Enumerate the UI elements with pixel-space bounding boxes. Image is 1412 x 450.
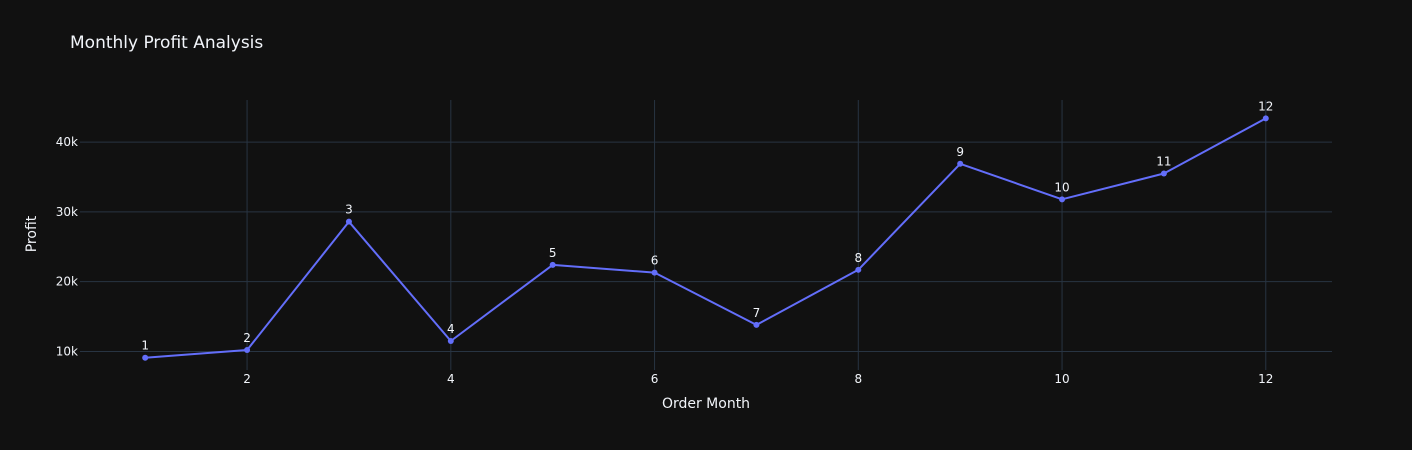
y-gridlines	[80, 141, 1332, 352]
data-point	[345, 218, 352, 225]
data-label: 2	[243, 331, 251, 345]
data-label: 12	[1258, 99, 1273, 113]
chart-title: Monthly Profit Analysis	[70, 33, 264, 53]
x-gridlines	[246, 100, 1267, 370]
data-point	[855, 266, 862, 273]
x-tick-label: 4	[447, 372, 455, 386]
data-point	[753, 321, 760, 328]
data-point	[1059, 196, 1066, 203]
data-point	[142, 354, 149, 361]
series-line	[145, 117, 1267, 359]
data-label: 5	[549, 246, 557, 260]
x-tick-label: 10	[1054, 372, 1069, 386]
data-point	[244, 347, 251, 354]
data-label: 8	[854, 251, 862, 265]
data-label: 4	[447, 322, 455, 336]
x-tick-label: 2	[243, 372, 251, 386]
data-point	[549, 261, 556, 268]
data-point	[957, 160, 964, 167]
data-label: 10	[1054, 180, 1069, 194]
data-point	[651, 269, 658, 276]
data-label: 1	[141, 339, 149, 353]
data-point	[1262, 115, 1269, 122]
y-tick-label: 10k	[56, 344, 78, 358]
data-point	[1160, 170, 1167, 177]
data-label: 3	[345, 203, 353, 217]
data-label: 11	[1156, 155, 1171, 169]
x-axis-label: Order Month	[661, 396, 751, 412]
data-label: 6	[651, 254, 659, 268]
x-tick-label: 12	[1258, 372, 1273, 386]
y-tick-label: 40k	[56, 135, 78, 149]
data-label: 7	[753, 306, 761, 320]
x-tick-label: 8	[854, 372, 862, 386]
y-axis-label: Profit	[24, 215, 40, 253]
x-tick-label: 6	[651, 372, 659, 386]
y-tick-label: 20k	[56, 275, 78, 289]
data-label: 9	[956, 145, 964, 159]
y-tick-label: 30k	[56, 205, 78, 219]
data-point	[447, 337, 454, 344]
